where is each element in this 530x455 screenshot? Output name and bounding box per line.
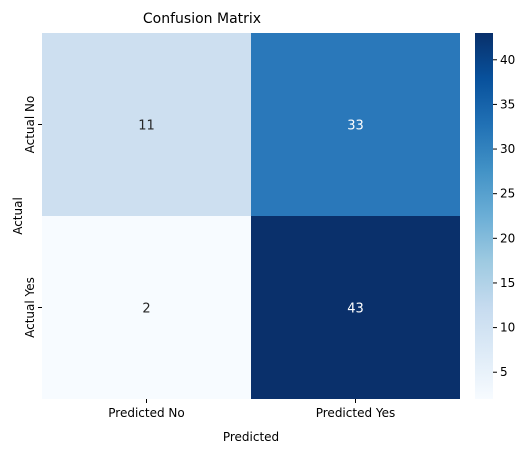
colorbar-gradient (475, 33, 493, 399)
y-tick-label: Actual Yes (23, 277, 37, 338)
x-axis-label: Predicted (223, 430, 279, 444)
chart-title: Confusion Matrix (143, 11, 261, 27)
heatmap-cell (251, 33, 460, 216)
cell-annotation: 11 (138, 119, 155, 134)
colorbar-tick-label: 5 (500, 365, 508, 379)
cell-annotation: 2 (142, 302, 150, 317)
x-axis: Predicted No Predicted Yes (108, 399, 395, 420)
colorbar-tick-label: 25 (500, 187, 515, 201)
cell-annotation: 43 (347, 302, 364, 317)
colorbar-tick-label: 35 (500, 97, 515, 111)
colorbar-tick-label: 20 (500, 231, 515, 245)
colorbar-tick-label: 10 (500, 321, 515, 335)
cell-annotation: 33 (347, 119, 364, 134)
heatmap-cell (251, 216, 460, 399)
y-axis: Actual No Actual Yes (23, 96, 42, 338)
colorbar: 5 10 15 20 25 30 35 40 (475, 33, 515, 399)
y-tick-label: Actual No (23, 96, 37, 154)
colorbar-tick-label: 40 (500, 53, 515, 67)
heatmap-grid: 11 33 2 43 (42, 33, 460, 399)
x-tick-label: Predicted No (108, 406, 184, 420)
x-tick-label: Predicted Yes (316, 406, 396, 420)
colorbar-tick-label: 15 (500, 276, 515, 290)
colorbar-tick-label: 30 (500, 142, 515, 156)
y-axis-label: Actual (11, 197, 25, 235)
heatmap-cell (42, 33, 251, 216)
heatmap-cell (42, 216, 251, 399)
